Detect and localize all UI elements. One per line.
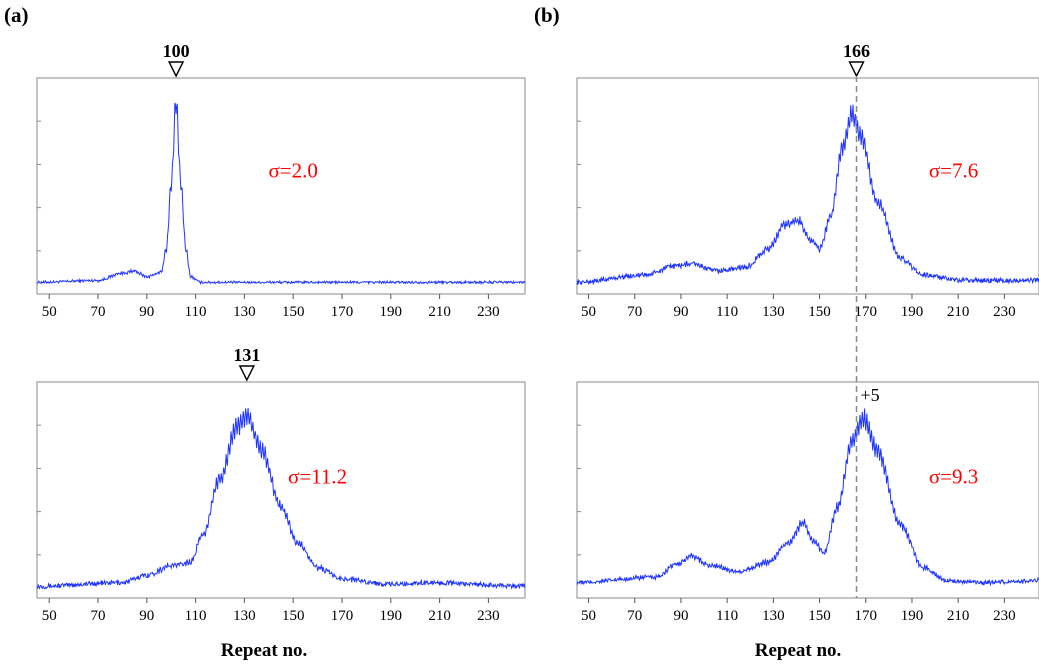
x-tick-label-b-top-110: 110 <box>716 304 738 320</box>
x-tick-label-b-top-210: 210 <box>947 304 970 320</box>
x-tick-label-a-bottom-70: 70 <box>91 608 106 624</box>
x-tick-label-a-bottom-170: 170 <box>331 608 354 624</box>
sigma-label-b-bottom: σ=9.3 <box>929 465 978 489</box>
x-tick-label-b-bottom-150: 150 <box>808 608 831 624</box>
series-line-a-bottom <box>36 407 526 590</box>
x-tick-label-a-top-90: 90 <box>139 304 154 320</box>
x-tick-label-b-top-130: 130 <box>762 304 785 320</box>
x-tick-label-b-bottom-230: 230 <box>993 608 1016 624</box>
x-tick-label-b-bottom-90: 90 <box>673 608 688 624</box>
x-tick-label-b-bottom-70: 70 <box>627 608 642 624</box>
x-tick-label-a-top-210: 210 <box>428 304 451 320</box>
series-line-b-top <box>576 104 1039 286</box>
xlabel-right: Repeat no. <box>755 640 842 661</box>
x-tick-label-b-bottom-190: 190 <box>901 608 924 624</box>
x-tick-label-b-top-70: 70 <box>627 304 642 320</box>
x-tick-label-b-top-90: 90 <box>673 304 688 320</box>
sigma-label-b-top: σ=7.6 <box>929 158 978 182</box>
x-tick-label-a-top-130: 130 <box>233 304 256 320</box>
plot-frame-b-bottom <box>576 381 1039 599</box>
x-tick-label-a-bottom-50: 50 <box>42 608 57 624</box>
x-tick-label-a-bottom-150: 150 <box>282 608 305 624</box>
sigma-label-a-bottom: σ=11.2 <box>288 465 347 489</box>
x-tick-label-a-bottom-210: 210 <box>428 608 451 624</box>
xlabel-left: Repeat no. <box>221 640 308 661</box>
peak-marker-triangle-a-top <box>167 61 185 78</box>
x-tick-label-a-bottom-90: 90 <box>139 608 154 624</box>
series-line-b-bottom <box>576 408 1039 587</box>
x-tick-label-a-top-110: 110 <box>185 304 207 320</box>
x-tick-label-b-top-50: 50 <box>581 304 596 320</box>
x-tick-label-a-bottom-190: 190 <box>380 608 403 624</box>
x-tick-label-b-bottom-50: 50 <box>581 608 596 624</box>
x-tick-label-b-bottom-170: 170 <box>855 608 878 624</box>
peak-marker-label-a-bottom: 131 <box>233 345 260 365</box>
x-tick-label-a-top-70: 70 <box>91 304 106 320</box>
x-tick-label-a-bottom-110: 110 <box>185 608 207 624</box>
x-tick-label-b-top-170: 170 <box>855 304 878 320</box>
plot-frame-b-top <box>576 77 1039 295</box>
x-tick-label-b-top-230: 230 <box>993 304 1016 320</box>
panel-label-a: (a) <box>4 3 29 27</box>
sigma-label-a-top: σ=2.0 <box>268 158 317 182</box>
panel-label-b: (b) <box>534 3 560 27</box>
x-tick-label-b-bottom-110: 110 <box>716 608 738 624</box>
x-tick-label-a-bottom-130: 130 <box>233 608 256 624</box>
x-tick-label-b-top-190: 190 <box>901 304 924 320</box>
shift-label-b-bottom: +5 <box>861 385 880 405</box>
x-tick-label-b-bottom-210: 210 <box>947 608 970 624</box>
peak-marker-triangle-b-top <box>848 61 865 78</box>
plots-group: 50 70 90 110 130 150 170 190 210 230 σ=2.0 100 50 70 9… <box>36 41 1039 624</box>
x-tick-label-a-top-50: 50 <box>42 304 57 320</box>
x-tick-label-a-top-150: 150 <box>282 304 305 320</box>
peak-marker-label-b-top: 166 <box>843 41 870 61</box>
x-tick-label-a-top-230: 230 <box>477 304 500 320</box>
x-tick-label-b-bottom-130: 130 <box>762 608 785 624</box>
x-tick-label-a-bottom-230: 230 <box>477 608 500 624</box>
plot-frame-a-top <box>36 77 526 295</box>
x-tick-label-a-top-170: 170 <box>331 304 354 320</box>
series-line-a-top <box>36 102 526 286</box>
plot-frame-a-bottom <box>36 381 526 599</box>
peak-marker-label-a-top: 100 <box>163 41 190 61</box>
peak-marker-triangle-a-bottom <box>238 365 255 382</box>
x-tick-label-a-top-190: 190 <box>380 304 403 320</box>
x-tick-label-b-top-150: 150 <box>808 304 831 320</box>
